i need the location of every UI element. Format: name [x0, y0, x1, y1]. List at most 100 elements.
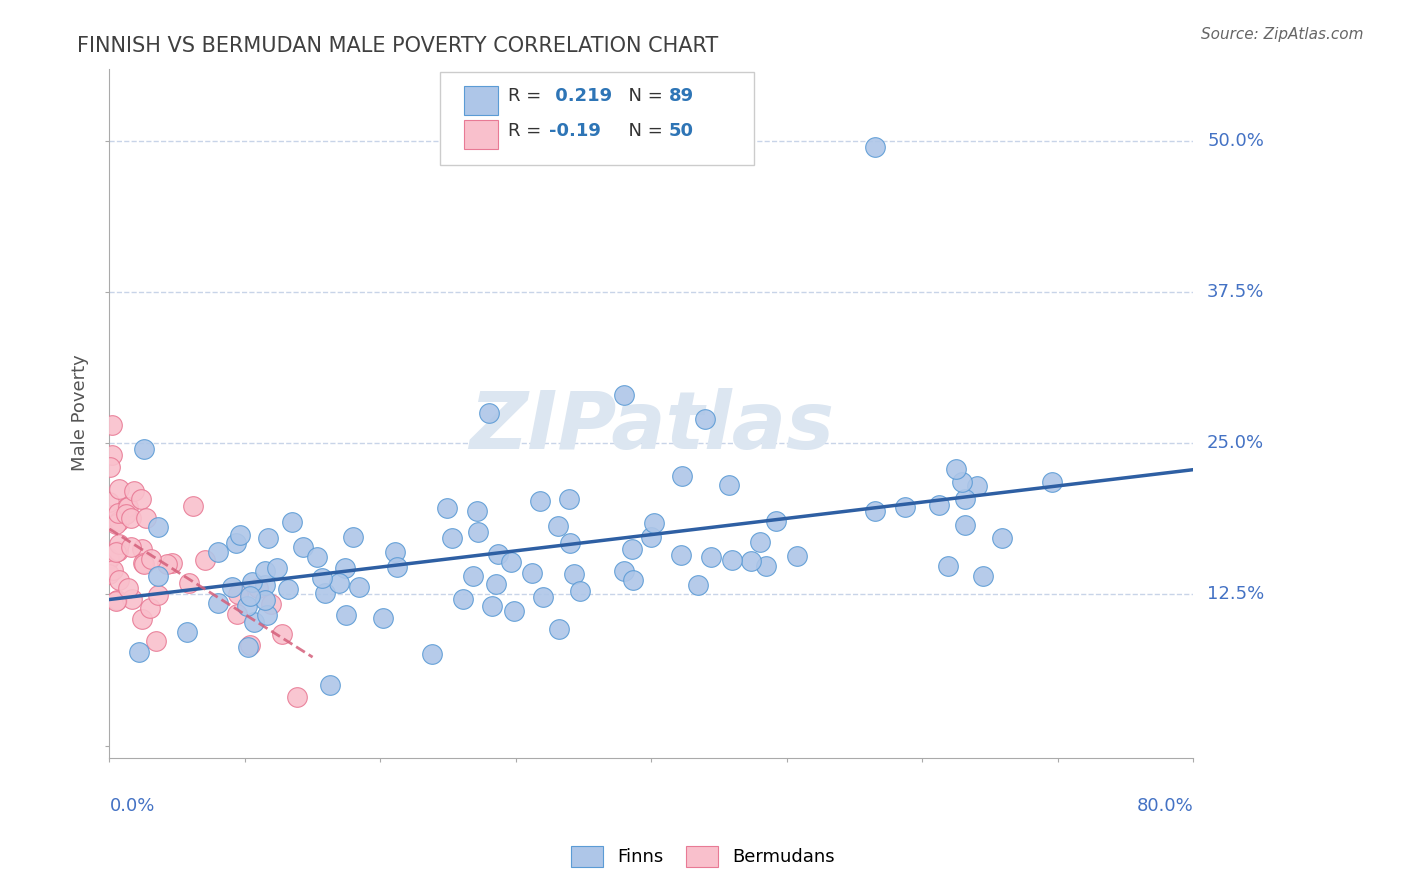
Point [131, 612, 153, 626]
Point [699, 550, 721, 565]
Point [228, 587, 250, 601]
Point [755, 559, 778, 574]
Text: 0.0%: 0.0% [110, 797, 155, 814]
Point [257, 531, 280, 545]
Point [229, 528, 252, 542]
Point [122, 484, 145, 499]
Text: 50.0%: 50.0% [1208, 132, 1264, 150]
Point [108, 537, 131, 551]
Point [225, 536, 247, 550]
Point [972, 569, 994, 583]
Text: FINNISH VS BERMUDAN MALE POVERTY CORRELATION CHART: FINNISH VS BERMUDAN MALE POVERTY CORRELA… [77, 36, 718, 55]
Point [238, 638, 260, 652]
Point [643, 516, 665, 531]
Point [145, 634, 167, 648]
Point [953, 492, 976, 507]
Point [194, 553, 217, 567]
Point [991, 531, 1014, 545]
Point [863, 503, 886, 517]
Point [319, 678, 342, 692]
Legend: Finns, Bermudans: Finns, Bermudans [564, 838, 842, 874]
Point [335, 608, 357, 623]
Point [721, 553, 744, 567]
Point [765, 514, 787, 528]
Text: 80.0%: 80.0% [1136, 797, 1194, 814]
Point [671, 549, 693, 563]
Point [465, 504, 488, 518]
Point [936, 558, 959, 573]
Text: 12.5%: 12.5% [1208, 585, 1264, 604]
Point [385, 560, 408, 574]
Point [243, 615, 266, 629]
Point [786, 549, 808, 563]
Text: N =: N = [617, 87, 668, 105]
Point [181, 500, 204, 514]
Point [105, 517, 128, 532]
Point [101, 563, 124, 577]
Point [105, 592, 128, 607]
Text: 0.219: 0.219 [550, 87, 613, 105]
Point [749, 535, 772, 549]
Point [568, 583, 591, 598]
Point [98, 551, 121, 566]
Point [440, 532, 463, 546]
Point [314, 585, 336, 599]
Text: R =: R = [508, 87, 547, 105]
Text: -0.19: -0.19 [550, 121, 602, 139]
Point [207, 596, 229, 610]
Text: N =: N = [617, 121, 668, 139]
Point [246, 581, 269, 595]
Point [114, 507, 136, 521]
Point [239, 589, 262, 603]
Point [371, 611, 394, 625]
Point [307, 549, 329, 564]
Point [621, 574, 644, 588]
FancyBboxPatch shape [440, 72, 754, 165]
Point [266, 560, 288, 574]
Point [107, 543, 129, 558]
Point [254, 564, 277, 578]
Point [207, 545, 229, 559]
Point [950, 475, 973, 489]
Point [461, 569, 484, 583]
Point [640, 530, 662, 544]
Point [98, 508, 121, 522]
Text: ZIPatlas: ZIPatlas [468, 388, 834, 466]
Point [260, 597, 283, 611]
Point [236, 599, 259, 613]
Point [467, 525, 489, 540]
Point [105, 594, 128, 608]
Point [420, 647, 443, 661]
Point [115, 500, 138, 515]
Point [740, 554, 762, 568]
Point [453, 591, 475, 606]
Point [558, 491, 581, 506]
Point [478, 406, 501, 420]
Point [98, 460, 121, 475]
Point [529, 494, 551, 508]
Point [108, 574, 131, 588]
Point [128, 645, 150, 659]
Point [688, 577, 710, 591]
Point [176, 625, 198, 640]
Point [146, 520, 169, 534]
Point [254, 578, 277, 592]
Point [277, 582, 299, 596]
Point [558, 536, 581, 550]
Text: 25.0%: 25.0% [1208, 434, 1264, 452]
Point [256, 608, 278, 623]
Point [156, 558, 179, 572]
Point [311, 571, 333, 585]
Point [485, 577, 508, 591]
Point [179, 575, 201, 590]
Point [131, 541, 153, 556]
Point [945, 462, 967, 476]
Point [107, 506, 129, 520]
Point [98, 494, 121, 508]
Point [98, 551, 121, 566]
Point [101, 418, 124, 433]
Text: 50: 50 [669, 121, 693, 139]
Point [966, 478, 988, 492]
Point [226, 607, 249, 621]
Point [671, 469, 693, 483]
